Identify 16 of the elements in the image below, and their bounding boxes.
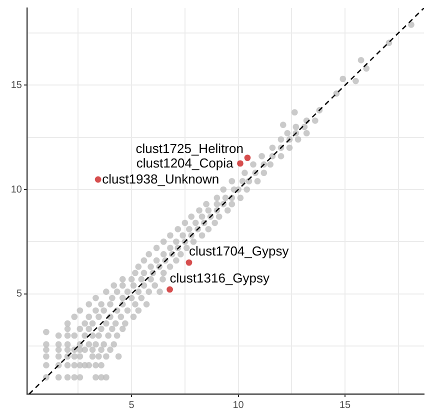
annotation: clust1938_Unknown [102, 172, 220, 187]
point [166, 286, 173, 293]
annotation: clust1316_Gypsy [170, 270, 270, 286]
point [186, 259, 192, 266]
point [94, 176, 102, 183]
y-tick-label: 5 [16, 288, 22, 300]
y-tick-label: 15 [10, 80, 22, 91]
x-tick-label: 10 [232, 400, 244, 410]
x-tick-label: 5 [128, 400, 135, 410]
annotation: clust1725_Helitron [136, 140, 244, 156]
x-tick-label: 15 [339, 400, 352, 410]
point [244, 154, 251, 162]
y-tick-label: 10 [10, 184, 22, 196]
annotation: clust1204_Copia [136, 155, 234, 170]
point [237, 160, 244, 167]
annotation: clust1704_Gypsy [189, 244, 290, 259]
